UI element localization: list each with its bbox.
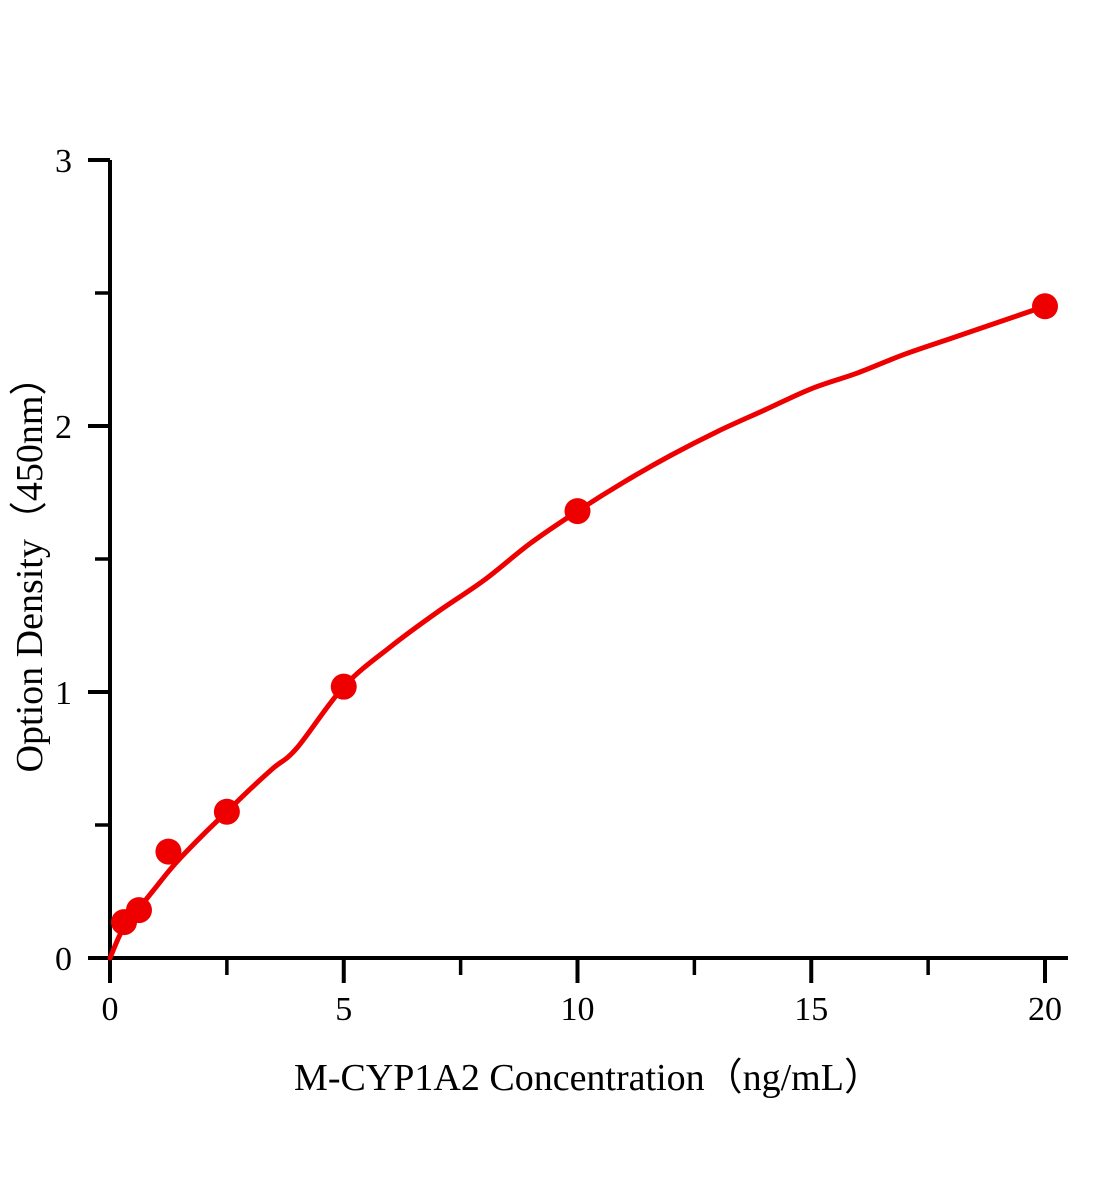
data-point [564, 498, 591, 525]
x-tick-label: 0 [102, 991, 119, 1028]
x-tick-label: 15 [794, 991, 828, 1028]
data-point [1032, 293, 1058, 320]
y-tick-label: 2 [55, 409, 72, 446]
x-axis-ticks [108, 958, 1047, 983]
y-axis-title: Option Density（450nm） [9, 358, 51, 773]
x-axis-tick-labels: 0 5 10 15 20 [102, 991, 1063, 1028]
y-tick-label: 3 [55, 143, 72, 180]
y-tick-label: 1 [55, 675, 72, 712]
data-point [155, 838, 182, 865]
data-point [213, 798, 240, 825]
x-tick-label: 10 [561, 991, 595, 1028]
x-tick-label: 5 [335, 991, 352, 1028]
data-point [330, 673, 357, 700]
fit-curve [107, 303, 1048, 961]
x-tick-label: 20 [1028, 991, 1062, 1028]
y-tick-label: 0 [55, 941, 72, 978]
data-point [125, 897, 152, 924]
x-axis-title: M-CYP1A2 Concentration（ng/mL） [294, 1057, 882, 1099]
y-axis-tick-labels: 0 1 2 3 [55, 143, 72, 978]
y-axis-ticks [88, 158, 110, 960]
data-point-group [111, 293, 1058, 936]
